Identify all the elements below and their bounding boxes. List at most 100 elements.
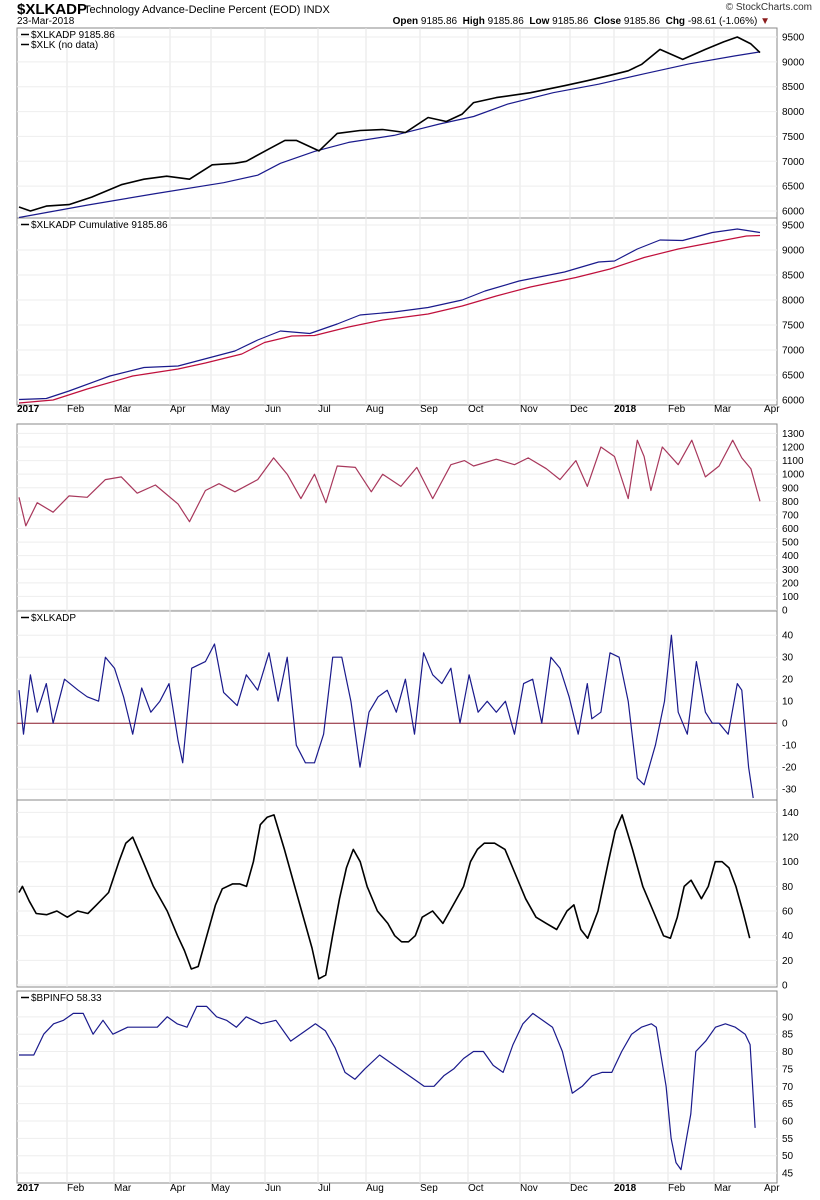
month-label: Feb	[668, 1183, 686, 1194]
legend-label: $XLKADP 9185.86	[31, 30, 115, 41]
y-tick-label: 9000	[782, 246, 805, 257]
exchange-text: INDX	[303, 4, 330, 16]
y-tick-label: 1200	[782, 443, 805, 454]
y-tick-label: 7500	[782, 321, 805, 332]
series-line-oscillator	[18, 814, 751, 980]
y-tick-label: 80	[782, 882, 794, 893]
y-tick-label: 60	[782, 1116, 794, 1127]
y-tick-label: 0	[782, 606, 788, 617]
y-tick-label: 60	[782, 907, 794, 918]
y-tick-label: 7000	[782, 157, 805, 168]
y-tick-label: 80	[782, 1047, 794, 1058]
month-label: May	[211, 1183, 230, 1194]
y-tick-label: 300	[782, 565, 799, 576]
y-tick-label: 50	[782, 1151, 794, 1162]
y-tick-label: 45	[782, 1169, 794, 1180]
y-tick-label: 9500	[782, 221, 805, 232]
y-tick-label: 85	[782, 1030, 794, 1041]
y-tick-label: 8000	[782, 107, 805, 118]
series-line--xlkadp-cumulative	[18, 228, 761, 401]
y-tick-label: 40	[782, 931, 794, 942]
brand-credit: © StockCharts.com	[725, 2, 812, 13]
y-tick-label: 1300	[782, 429, 805, 440]
month-label: Mar	[114, 404, 132, 415]
y-tick-label: 20	[782, 675, 794, 686]
open-value: 9185.86	[420, 16, 458, 27]
panel-frame-5	[16, 799, 778, 988]
y-tick-label: 7500	[782, 132, 805, 143]
y-tick-label: 9500	[782, 32, 805, 43]
y-tick-label: 75	[782, 1064, 794, 1075]
month-label: 2017	[17, 1183, 40, 1194]
y-tick-label: 40	[782, 631, 794, 642]
legend-label: $BPINFO 58.33	[31, 993, 102, 1004]
high-label: High	[462, 16, 485, 27]
series-line-ma	[18, 234, 761, 404]
y-tick-label: 20	[782, 956, 794, 967]
month-label: Aug	[366, 404, 384, 415]
chg-value: -98.61 (-1.06%)	[687, 16, 758, 27]
y-tick-label: 30	[782, 653, 794, 664]
legend-label: $XLK (no data)	[31, 40, 98, 51]
series-line--xlkadp	[18, 36, 761, 212]
y-tick-label: 90	[782, 1012, 794, 1023]
y-tick-label: -30	[782, 785, 797, 796]
y-tick-label: 6500	[782, 371, 805, 382]
low-label: Low	[529, 16, 550, 27]
y-tick-label: 1100	[782, 456, 804, 467]
y-tick-label: 1000	[782, 470, 805, 481]
y-tick-label: 9000	[782, 57, 805, 68]
month-label: 2017	[17, 404, 40, 415]
down-arrow-icon: ▼	[760, 16, 770, 27]
month-label: Jun	[265, 1183, 281, 1194]
month-label: Apr	[170, 1183, 186, 1194]
month-label: Sep	[420, 404, 438, 415]
y-tick-label: -10	[782, 741, 797, 752]
month-label: Feb	[67, 404, 85, 415]
y-tick-label: 100	[782, 857, 799, 868]
month-label: Apr	[764, 404, 780, 415]
y-tick-label: 200	[782, 578, 799, 589]
low-value: 9185.86	[552, 16, 589, 27]
y-tick-label: 70	[782, 1082, 794, 1093]
month-label: Mar	[714, 404, 732, 415]
y-tick-label: 700	[782, 510, 799, 521]
y-tick-label: 600	[782, 524, 799, 535]
month-label: Feb	[67, 1183, 85, 1194]
month-label: 2018	[614, 1183, 637, 1194]
y-tick-label: 6000	[782, 396, 805, 407]
ohlc-readout: Open 9185.86 High 9185.86 Low 9185.86 Cl…	[393, 16, 770, 27]
high-value: 9185.86	[487, 16, 524, 27]
y-tick-label: 500	[782, 538, 799, 549]
month-label: Feb	[668, 404, 686, 415]
y-tick-label: 55	[782, 1134, 794, 1145]
y-tick-label: 7000	[782, 346, 805, 357]
month-label: Jul	[318, 404, 331, 415]
y-tick-label: 6000	[782, 207, 805, 218]
month-label: Jun	[265, 404, 281, 415]
close-value: 9185.86	[623, 16, 661, 27]
y-tick-label: -20	[782, 763, 797, 774]
month-label: Apr	[764, 1183, 780, 1194]
y-tick-label: 0	[782, 719, 788, 730]
y-tick-label: 0	[782, 981, 788, 992]
panel-frame-1	[16, 27, 778, 219]
y-tick-label: 6500	[782, 182, 805, 193]
month-label: Dec	[570, 404, 588, 415]
month-label: 2018	[614, 404, 637, 415]
description-text: Technology Advance-Decline Percent (EOD)	[84, 4, 301, 16]
month-label: Nov	[520, 1183, 538, 1194]
panel-frame-2	[16, 217, 778, 406]
chart-date: 23-Mar-2018	[17, 16, 75, 27]
month-label: Dec	[570, 1183, 588, 1194]
panel-frame-6	[16, 990, 778, 1184]
y-tick-label: 400	[782, 551, 799, 562]
chart-description: Technology Advance-Decline Percent (EOD)…	[84, 4, 330, 16]
close-label: Close	[593, 16, 622, 27]
series-line--xlk	[18, 51, 761, 219]
month-label: Sep	[420, 1183, 438, 1194]
chart-symbol: $XLKADP	[17, 1, 88, 18]
y-tick-label: 65	[782, 1099, 794, 1110]
series-line--bpinfo	[19, 1005, 756, 1171]
